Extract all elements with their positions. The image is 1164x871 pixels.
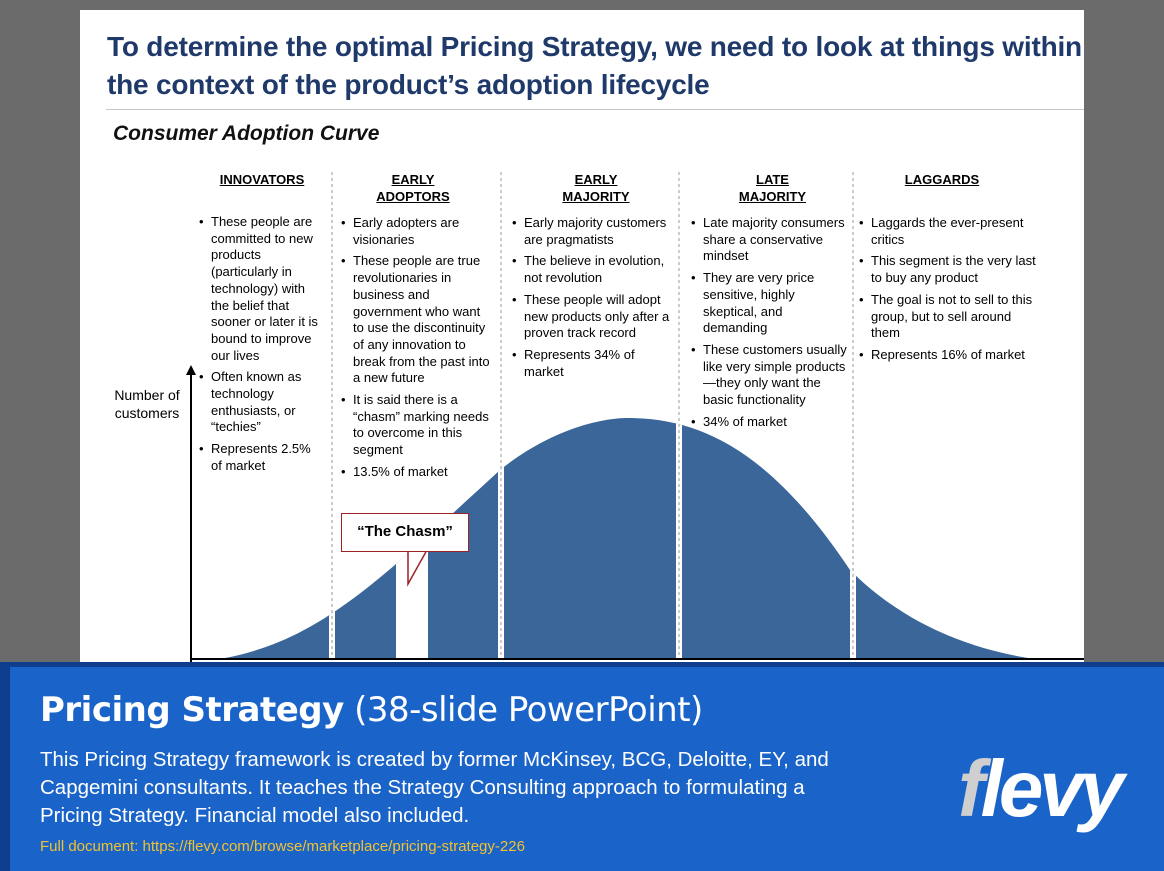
early-adopters-bullet: These people are true revolutionaries in…	[341, 253, 493, 387]
laggards-bullet: The goal is not to sell to this group, b…	[859, 292, 1039, 342]
late-majority-heading: LATE MAJORITY	[738, 172, 807, 204]
late-majority-bullet: They are very price sensitive, highly sk…	[691, 270, 849, 337]
early-majority-bullet: These people will adopt new products onl…	[512, 292, 672, 342]
late-majority-bullet: These customers usually like very simple…	[691, 342, 849, 409]
early-majority-bullet: Early majority customers are pragmatists	[512, 215, 672, 248]
slide-subtitle: Consumer Adoption Curve	[113, 122, 380, 145]
chasm-callout: “The Chasm”	[341, 513, 469, 552]
innovators-bullet: These people are committed to new produc…	[199, 214, 323, 364]
banner-title: Pricing Strategy (38-slide PowerPoint)	[40, 690, 703, 730]
promo-banner: Pricing Strategy (38-slide PowerPoint) T…	[0, 662, 1164, 871]
banner-title-product: Pricing Strategy	[40, 690, 344, 730]
early-majority-bullet: Represents 34% of market	[512, 347, 672, 380]
banner-left-strip	[0, 662, 10, 871]
laggards-bullet: Laggards the ever-present critics	[859, 215, 1039, 248]
laggards-bullet: This segment is the very last to buy any…	[859, 253, 1039, 286]
innovators-heading: INNOVATORS	[219, 172, 305, 187]
title-divider	[106, 109, 1084, 110]
early-majority-bullet: The believe in evolution, not revolution	[512, 253, 672, 286]
full-document-link[interactable]: Full document: https://flevy.com/browse/…	[40, 838, 525, 855]
early-majority-bullets: Early majority customers are pragmatists…	[512, 215, 672, 385]
banner-description: This Pricing Strategy framework is creat…	[40, 748, 829, 827]
early-adopters-bullet: It is said there is a “chasm” marking ne…	[341, 392, 493, 459]
late-majority-bullets: Late majority consumers share a conserva…	[691, 215, 849, 435]
early-adopters-bullet: 13.5% of market	[341, 464, 493, 481]
banner-top-border	[0, 662, 1164, 667]
slide-title: To determine the optimal Pricing Strateg…	[107, 31, 1082, 100]
innovators-bullet: Represents 2.5% of market	[199, 441, 323, 474]
banner-title-detail: (38-slide PowerPoint)	[343, 690, 703, 730]
y-axis-label: Number of customers	[114, 387, 180, 421]
laggards-bullets: Laggards the ever-present critics This s…	[859, 215, 1039, 369]
late-majority-bullet: Late majority consumers share a conserva…	[691, 215, 849, 265]
innovators-bullets: These people are committed to new produc…	[199, 214, 323, 480]
flevy-logo[interactable]: flevy	[958, 744, 1124, 833]
early-adopters-heading: EARLY ADOPTORS	[376, 172, 450, 204]
early-adopters-bullets: Early adopters are visionaries These peo…	[341, 215, 493, 486]
segment-dividers	[331, 172, 854, 658]
early-adopters-bullet: Early adopters are visionaries	[341, 215, 493, 248]
laggards-bullet: Represents 16% of market	[859, 347, 1039, 364]
laggards-heading: LAGGARDS	[904, 172, 980, 187]
slide: To determine the optimal Pricing Strateg…	[80, 10, 1084, 662]
late-majority-bullet: 34% of market	[691, 414, 849, 431]
early-majority-heading: EARLY MAJORITY	[562, 172, 630, 204]
y-axis-arrow	[186, 365, 196, 375]
innovators-bullet: Often known as technology enthusiasts, o…	[199, 369, 323, 436]
